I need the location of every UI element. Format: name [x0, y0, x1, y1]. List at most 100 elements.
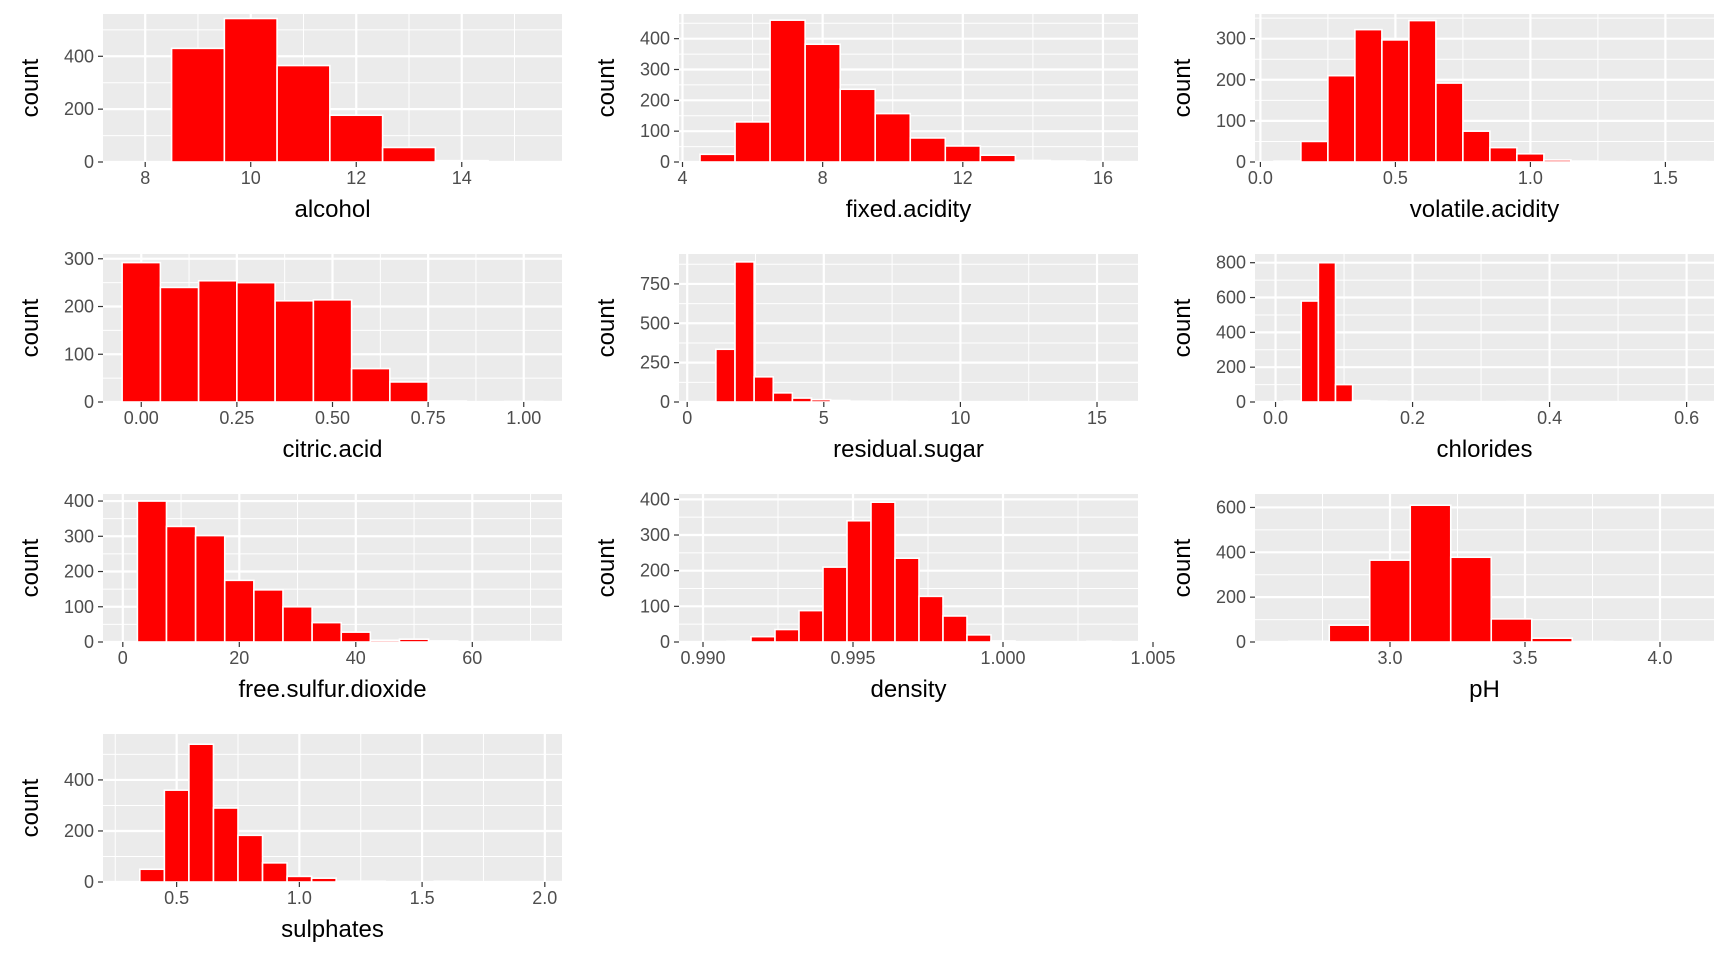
histogram-bar [734, 121, 771, 163]
histogram-bar [1449, 556, 1493, 643]
histogram-bar [398, 638, 430, 643]
y-tick-label: 200 [1216, 587, 1246, 607]
x-tick-label: 10 [241, 168, 261, 188]
x-tick-label: 0.5 [1383, 168, 1408, 188]
y-tick-label: 200 [640, 90, 670, 110]
x-tick-label: 0.00 [124, 408, 159, 428]
y-tick-label: 300 [64, 249, 94, 269]
x-tick-label: 0.75 [411, 408, 446, 428]
y-tick-label: 500 [640, 313, 670, 333]
histogram-bar [829, 399, 851, 403]
histogram-bar [1328, 624, 1371, 643]
histogram-fixed-acidity: 4 8 12 16 0 100 200 300 400 fixed.acidity count [593, 14, 1138, 223]
histogram-bar [163, 789, 190, 883]
y-tick-label: 100 [1216, 111, 1246, 131]
y-tick-label: 200 [64, 821, 94, 841]
y-tick-label: 400 [64, 770, 94, 790]
y-tick-label: 100 [640, 121, 670, 141]
y-tick-label: 400 [64, 46, 94, 66]
histogram-bar [194, 534, 226, 643]
histogram-bar [1435, 82, 1464, 163]
histogram-bar [311, 621, 343, 643]
histogram-bar [944, 145, 982, 163]
y-tick-label: 200 [64, 297, 94, 317]
x-axis-title: citric.acid [282, 436, 382, 463]
histogram-bar [772, 392, 794, 403]
y-tick-label: 400 [1216, 542, 1246, 562]
x-tick-label: 1.5 [1653, 168, 1678, 188]
y-tick-label: 0 [84, 392, 94, 412]
histogram-bar [848, 400, 870, 403]
histogram-bar [750, 635, 776, 643]
histogram-bar [1490, 618, 1533, 643]
histogram-volatile-acidity: 0.0 0.5 1.0 1.5 0 100 200 300 volatile.acidity co… [1169, 14, 1714, 223]
histogram-bar [1368, 400, 1388, 403]
x-tick-label: 1.5 [410, 888, 435, 908]
histogram-bar [1327, 74, 1356, 163]
y-tick-label: 100 [640, 596, 670, 616]
histogram-bar [1300, 140, 1329, 163]
y-tick-label: 0 [84, 152, 94, 172]
histogram-bar [774, 628, 800, 643]
histogram-bar [715, 348, 736, 403]
x-tick-label: 0.5 [164, 888, 189, 908]
histogram-bar [427, 400, 468, 403]
histogram-bar [846, 519, 872, 643]
y-tick-label: 0 [660, 392, 670, 412]
x-tick-label: 12 [346, 168, 366, 188]
histogram-bar [159, 286, 200, 403]
y-tick-label: 200 [640, 561, 670, 581]
histogram-bar [1570, 160, 1599, 163]
y-tick-label: 300 [1216, 29, 1246, 49]
histogram-bar [237, 834, 264, 883]
histogram-bar [253, 589, 284, 643]
x-axis-title: free.sulfur.dioxide [238, 676, 426, 703]
histogram-bar [1368, 559, 1412, 643]
x-tick-label: 0.4 [1537, 408, 1562, 428]
x-axis-title: residual.sugar [833, 436, 984, 463]
y-tick-label: 250 [640, 353, 670, 373]
y-axis-title: count [17, 298, 44, 357]
y-tick-label: 200 [1216, 357, 1246, 377]
y-tick-label: 400 [64, 491, 94, 511]
y-axis-title: count [17, 58, 44, 117]
histogram-bar [1489, 146, 1518, 163]
x-tick-label: 14 [452, 168, 472, 188]
x-tick-label: 5 [819, 408, 829, 428]
x-tick-label: 0 [118, 648, 128, 668]
histogram-bar [310, 877, 337, 883]
x-axis-title: alcohol [294, 196, 370, 223]
x-tick-label: 1.005 [1130, 648, 1175, 668]
y-tick-label: 600 [1216, 288, 1246, 308]
histogram-bar [335, 880, 362, 883]
y-tick-label: 0 [660, 632, 670, 652]
x-tick-label: 15 [1087, 408, 1107, 428]
y-tick-label: 0 [84, 872, 94, 892]
y-axis-title: count [593, 298, 620, 357]
x-tick-label: 0.50 [315, 408, 350, 428]
x-tick-label: 1.000 [980, 648, 1025, 668]
y-tick-label: 400 [640, 489, 670, 509]
histogram-chlorides: 0.0 0.2 0.4 0.6 0 200 400 600 800 chlorides count [1169, 253, 1714, 463]
y-tick-label: 300 [64, 526, 94, 546]
histogram-bar [822, 566, 848, 643]
histogram-bar [212, 807, 239, 883]
x-tick-label: 3.0 [1377, 648, 1402, 668]
histogram-bar [1086, 640, 1112, 643]
x-tick-label: 8 [140, 168, 150, 188]
histogram-bar [1354, 28, 1383, 163]
y-tick-label: 100 [64, 344, 94, 364]
histogram-bar [1516, 152, 1545, 163]
histogram-bar [810, 398, 832, 403]
histogram-bar [1334, 383, 1354, 403]
histogram-bar [197, 279, 238, 403]
histogram-bar [909, 137, 947, 163]
histogram-bar [170, 47, 226, 163]
x-tick-label: 0.995 [830, 648, 875, 668]
histogram-alcohol: 8 10 12 14 0 200 400 alcohol count [17, 14, 562, 223]
histogram-bar [769, 19, 806, 163]
y-tick-label: 400 [1216, 322, 1246, 342]
histogram-bar [340, 631, 372, 643]
histogram-bar [1409, 504, 1452, 643]
